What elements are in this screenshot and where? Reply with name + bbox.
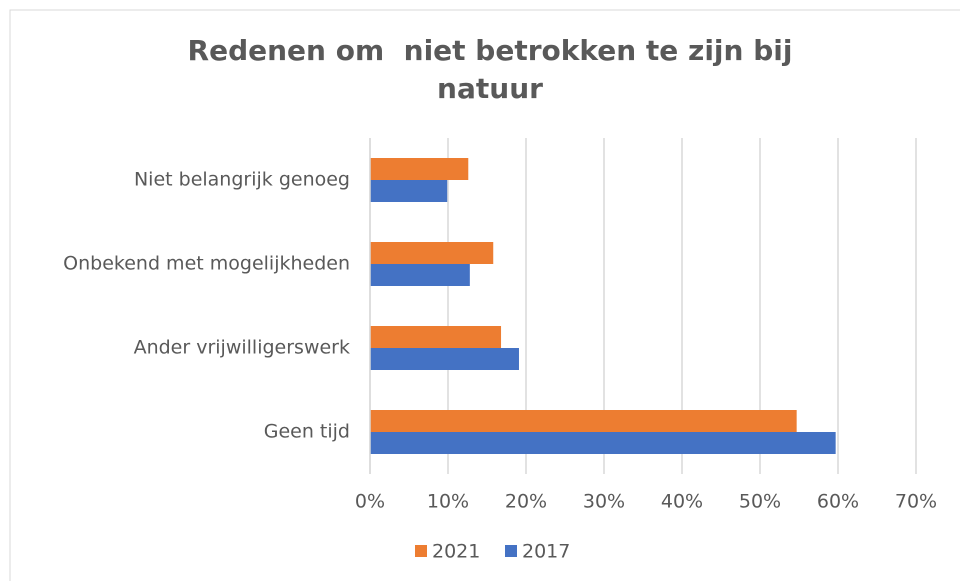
- chart-title: Redenen om niet betrokken te zijn bij na…: [187, 34, 803, 105]
- chart-border: [9, 9, 960, 581]
- x-tick-label: 70%: [895, 491, 937, 513]
- bar: [370, 158, 469, 180]
- x-tick-label: 30%: [583, 491, 625, 513]
- bar: [370, 348, 519, 370]
- x-tick-label: 40%: [661, 491, 703, 513]
- bar: [370, 264, 470, 286]
- x-tick-label: 50%: [739, 491, 781, 513]
- y-tick-label: Niet belangrijk genoeg: [134, 169, 350, 191]
- bar: [370, 410, 797, 432]
- legend-label: 2021: [432, 541, 480, 563]
- x-tick-label: 60%: [817, 491, 859, 513]
- bar: [370, 432, 836, 454]
- legend-swatch: [415, 545, 427, 557]
- y-tick-label: Ander vrijwilligerswerk: [134, 337, 350, 359]
- x-tick-label: 10%: [427, 491, 469, 513]
- x-tick-label: 20%: [505, 491, 547, 513]
- bar: [370, 180, 448, 202]
- legend-swatch: [505, 545, 517, 557]
- bar: [370, 326, 502, 348]
- y-tick-label: Onbekend met mogelijkheden: [63, 253, 350, 275]
- x-tick-label: 0%: [355, 491, 385, 513]
- legend-label: 2017: [522, 541, 570, 563]
- bar: [370, 242, 494, 264]
- y-tick-label: Geen tijd: [264, 421, 350, 443]
